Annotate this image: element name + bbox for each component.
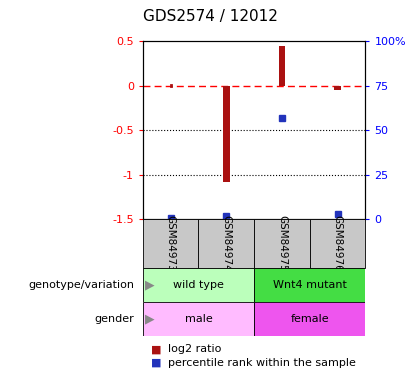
Text: gender: gender	[94, 314, 134, 324]
Bar	[223, 86, 230, 182]
FancyBboxPatch shape	[254, 268, 365, 302]
Bar	[278, 46, 285, 86]
Text: ■: ■	[151, 358, 162, 368]
Text: Wnt4 mutant: Wnt4 mutant	[273, 280, 346, 290]
FancyBboxPatch shape	[143, 268, 254, 302]
Text: GSM84976: GSM84976	[333, 215, 343, 272]
Text: log2 ratio: log2 ratio	[168, 345, 221, 354]
Text: ▶: ▶	[145, 312, 155, 325]
Text: GSM84975: GSM84975	[277, 215, 287, 272]
Text: percentile rank within the sample: percentile rank within the sample	[168, 358, 356, 368]
Text: GSM84973: GSM84973	[165, 215, 176, 272]
FancyBboxPatch shape	[310, 219, 365, 268]
Text: ▶: ▶	[145, 279, 155, 291]
FancyBboxPatch shape	[143, 219, 199, 268]
Text: GDS2574 / 12012: GDS2574 / 12012	[142, 9, 278, 24]
Text: genotype/variation: genotype/variation	[29, 280, 134, 290]
FancyBboxPatch shape	[254, 219, 310, 268]
Text: wild type: wild type	[173, 280, 224, 290]
FancyBboxPatch shape	[254, 302, 365, 336]
Text: male: male	[184, 314, 213, 324]
Text: female: female	[291, 314, 329, 324]
FancyBboxPatch shape	[143, 302, 254, 336]
FancyBboxPatch shape	[199, 219, 254, 268]
Bar	[334, 86, 341, 90]
Text: GSM84974: GSM84974	[221, 215, 231, 272]
Text: ■: ■	[151, 345, 162, 354]
